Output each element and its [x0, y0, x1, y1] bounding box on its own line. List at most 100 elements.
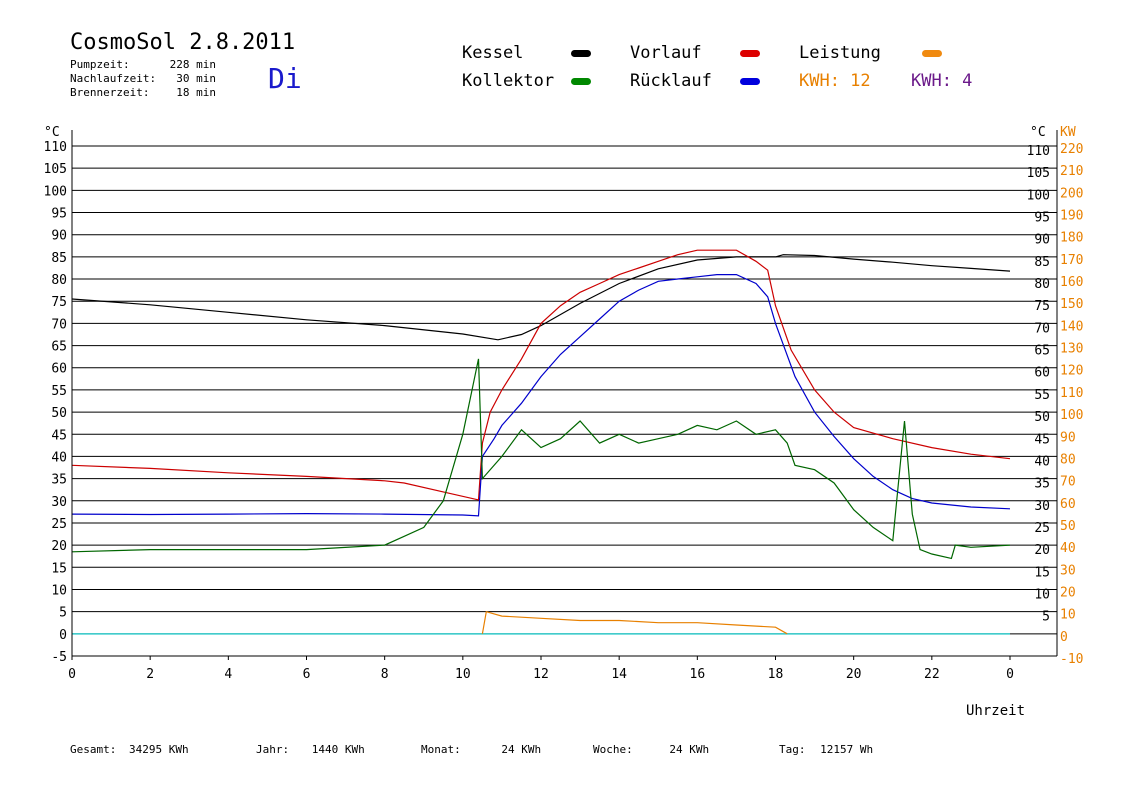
y-tick-label-right: 25 — [1034, 521, 1050, 536]
x-tick-label: 0 — [68, 667, 76, 682]
power-bars — [481, 610, 788, 635]
y-tick-label-left: 80 — [51, 273, 67, 288]
legend-kwh-secondary: KWH: 4 — [911, 71, 973, 91]
pumpzeit-label: Pumpzeit: — [70, 58, 130, 71]
y-tick-label-left: 40 — [51, 450, 67, 465]
y2-tick-label: 220 — [1060, 142, 1083, 157]
legend-ruecklauf-swatch — [740, 78, 760, 85]
jahr-value: 1440 KWh — [311, 743, 365, 756]
pumpzeit-value: 228 min — [169, 58, 216, 71]
x-tick-label: 4 — [224, 667, 232, 682]
y-tick-label-left: 5 — [59, 606, 67, 621]
y2-tick-label: 100 — [1060, 408, 1083, 423]
brennerzeit-value: 18 min — [176, 86, 216, 99]
y-tick-label-left: 85 — [51, 251, 67, 266]
y-tick-label-right: 70 — [1034, 321, 1050, 336]
x-tick-label: 16 — [690, 667, 706, 682]
y-tick-label-right: 40 — [1034, 454, 1050, 469]
axis-ticks: -505101520253035404550556065707580859095… — [44, 140, 1084, 682]
y-tick-label-left: 90 — [51, 229, 67, 244]
y2-tick-label: 110 — [1060, 386, 1083, 401]
y-tick-label-right: 110 — [1027, 144, 1050, 159]
monat-value: 24 KWh — [501, 743, 542, 756]
y-tick-label-left: 45 — [51, 428, 67, 443]
y-tick-label-left: 55 — [51, 384, 67, 399]
legend-kollektor-swatch — [571, 78, 591, 85]
series-ruecklauf — [71, 274, 1011, 517]
x-tick-label: 18 — [768, 667, 784, 682]
y-tick-label-right: 35 — [1034, 477, 1050, 492]
y2-tick-label: 140 — [1060, 319, 1083, 334]
series-lines — [71, 249, 1011, 635]
nachlaufzeit-row: Nachlaufzeit: 30 min — [70, 72, 216, 85]
x-tick-label: 6 — [303, 667, 311, 682]
y2-tick-label: 60 — [1060, 497, 1076, 512]
x-tick-label: 0 — [1006, 667, 1014, 682]
y2-tick-label: 200 — [1060, 186, 1083, 201]
y-tick-label-right: 60 — [1034, 366, 1050, 381]
y-tick-label-left: 60 — [51, 362, 67, 377]
y-tick-label-right: 80 — [1034, 277, 1050, 292]
y-tick-label-left: 20 — [51, 539, 67, 554]
legend-leistung: Leistung — [799, 43, 881, 63]
legend-kessel: Kessel — [462, 43, 524, 63]
footer-gesamt: Gesamt: 34295 KWh — [70, 743, 189, 756]
legend-kollektor: Kollektor — [462, 71, 555, 91]
x-tick-label: 10 — [455, 667, 471, 682]
woche-label: Woche: — [593, 743, 633, 756]
y2-tick-label: 90 — [1060, 430, 1076, 445]
nachlaufzeit-value: 30 min — [176, 72, 216, 85]
y-tick-label-left: 95 — [51, 207, 67, 222]
x-tick-label: 14 — [611, 667, 627, 682]
gesamt-value: 34295 KWh — [128, 743, 189, 756]
footer-tag: Tag: 12157 Wh — [779, 743, 873, 756]
y-tick-label-right: 65 — [1034, 344, 1050, 359]
y2-tick-label: 10 — [1060, 608, 1076, 623]
tag-value: 12157 Wh — [820, 743, 874, 756]
y-tick-label-right: 10 — [1034, 587, 1050, 602]
y-tick-label-left: 100 — [44, 184, 67, 199]
y-tick-label-left: 110 — [44, 140, 67, 155]
legend-kessel-swatch — [571, 50, 591, 57]
y-tick-label-left: 35 — [51, 473, 67, 488]
footer-jahr: Jahr: 1440 KWh — [256, 743, 365, 756]
y2-tick-label: 20 — [1060, 585, 1076, 600]
y-tick-label-right: 55 — [1034, 388, 1050, 403]
tag-label: Tag: — [779, 743, 806, 756]
y2-tick-label: 190 — [1060, 209, 1083, 224]
y-tick-label-right: 50 — [1034, 410, 1050, 425]
y-tick-label-left: 75 — [51, 295, 67, 310]
axis-labels: °C °C KW — [44, 125, 1076, 140]
y-tick-label-right: 20 — [1034, 543, 1050, 558]
y2-tick-label: 210 — [1060, 164, 1083, 179]
series-vorlauf — [71, 249, 1011, 501]
y2-tick-label: 50 — [1060, 519, 1076, 534]
y2-tick-label: 170 — [1060, 253, 1083, 268]
y-tick-label-right: 85 — [1034, 255, 1050, 270]
legend-ruecklauf: Rücklauf — [630, 71, 712, 91]
jahr-label: Jahr: — [256, 743, 290, 756]
page-title: CosmoSol 2.8.2011 — [70, 30, 296, 55]
y2-tick-label: 30 — [1060, 563, 1076, 578]
y2-tick-label: 0 — [1060, 630, 1068, 645]
axes — [71, 130, 1058, 657]
legend-vorlauf-swatch — [740, 50, 760, 57]
legend-vorlauf: Vorlauf — [630, 43, 702, 63]
series-leistung — [481, 610, 788, 635]
x-tick-label: 22 — [924, 667, 940, 682]
series-kessel — [71, 254, 1011, 341]
woche-value: 24 KWh — [669, 743, 710, 756]
grid-lines — [72, 145, 1057, 635]
day-label: Di — [268, 62, 302, 95]
y-tick-label-right: 90 — [1034, 233, 1050, 248]
y2-tick-label: 40 — [1060, 541, 1076, 556]
y-tick-label-left: 25 — [51, 517, 67, 532]
x-tick-label: 12 — [533, 667, 549, 682]
y-tick-label-left: 70 — [51, 317, 67, 332]
legend-leistung-swatch — [922, 50, 942, 57]
brennerzeit-row: Brennerzeit: 18 min — [70, 86, 216, 99]
x-tick-label: 2 — [146, 667, 154, 682]
y-tick-label-right: 100 — [1027, 188, 1050, 203]
y-tick-label-left: 30 — [51, 495, 67, 510]
